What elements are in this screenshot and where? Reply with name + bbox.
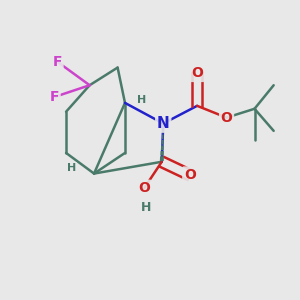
- Text: O: O: [220, 111, 232, 124]
- Text: O: O: [138, 181, 150, 195]
- Text: H: H: [67, 163, 76, 173]
- Text: F: F: [50, 90, 59, 104]
- Text: O: O: [184, 168, 196, 182]
- Text: O: O: [191, 66, 203, 80]
- Text: H: H: [140, 201, 151, 214]
- Text: F: F: [52, 55, 62, 69]
- Text: H: H: [137, 95, 146, 105]
- Text: N: N: [157, 116, 169, 131]
